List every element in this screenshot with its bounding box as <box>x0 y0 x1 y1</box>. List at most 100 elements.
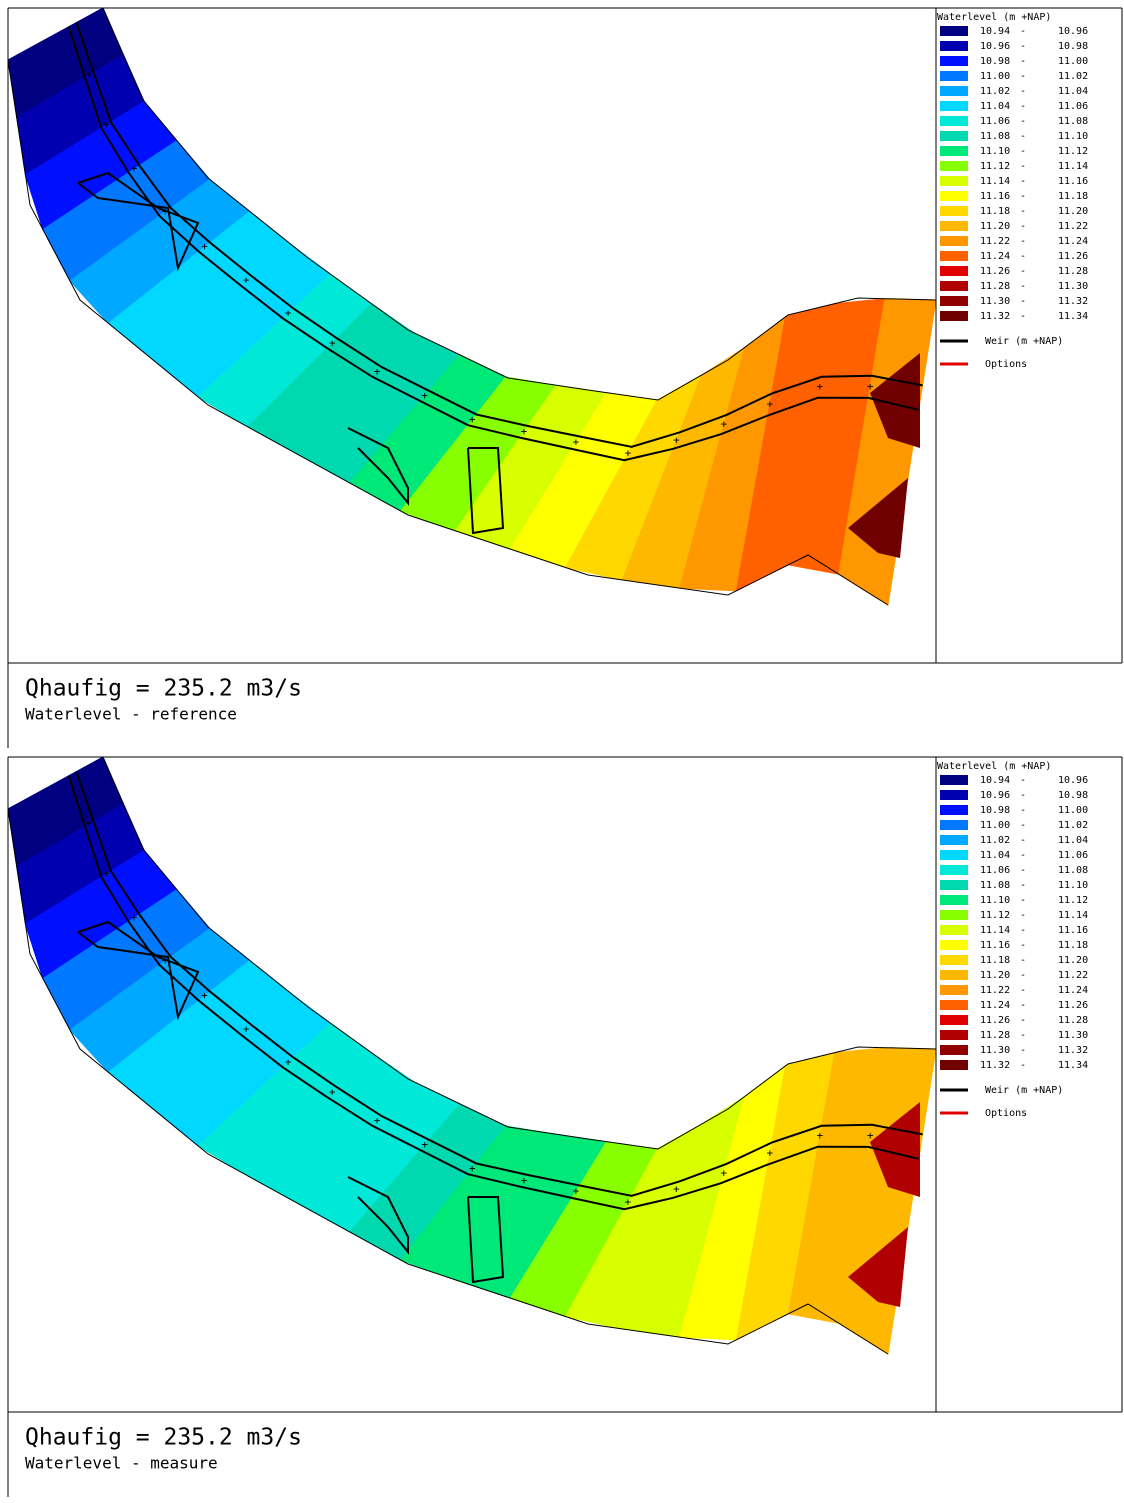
legend-from: 11.02 <box>980 86 1010 97</box>
legend-from: 11.14 <box>980 925 1010 936</box>
legend-dash: - <box>1020 850 1026 861</box>
marker: + <box>86 68 93 81</box>
legend-swatch <box>940 835 968 845</box>
marker: + <box>625 447 632 460</box>
legend-to: 11.16 <box>1058 925 1088 936</box>
legend-dash: - <box>1020 1060 1026 1071</box>
legend-swatch <box>940 206 968 216</box>
legend-dash: - <box>1020 251 1026 262</box>
legend-swatch <box>940 940 968 950</box>
legend-to: 11.20 <box>1058 955 1088 966</box>
marker: + <box>243 1023 250 1036</box>
caption: Qhaufig = 235.2 m3/s <box>25 1425 302 1451</box>
legend-to: 11.02 <box>1058 71 1088 82</box>
legend-dash: - <box>1020 790 1026 801</box>
legend-to: 11.22 <box>1058 221 1088 232</box>
legend-dash: - <box>1020 835 1026 846</box>
marker: + <box>469 1162 476 1175</box>
map: +++++++++++++++++++ <box>8 757 936 1354</box>
legend-swatch <box>940 71 968 81</box>
legend-swatch <box>940 101 968 111</box>
legend-title: Waterlevel (m +NAP) <box>937 761 1051 772</box>
legend-to: 11.32 <box>1058 296 1088 307</box>
legend-dash: - <box>1020 56 1026 67</box>
marker: + <box>374 365 381 378</box>
legend-from: 11.28 <box>980 1030 1010 1041</box>
legend-from: 11.04 <box>980 850 1010 861</box>
legend-swatch <box>940 820 968 830</box>
marker: + <box>521 1174 528 1187</box>
legend-to: 11.26 <box>1058 251 1088 262</box>
legend-to: 11.04 <box>1058 86 1088 97</box>
legend-to: 11.20 <box>1058 206 1088 217</box>
legend-dash: - <box>1020 895 1026 906</box>
legend-swatch <box>940 191 968 201</box>
legend-swatch <box>940 86 968 96</box>
legend-swatch <box>940 805 968 815</box>
legend-from: 11.08 <box>980 880 1010 891</box>
legend-from: 11.24 <box>980 1000 1010 1011</box>
legend-swatch <box>940 970 968 980</box>
legend-to: 11.08 <box>1058 116 1088 127</box>
marker: + <box>329 336 336 349</box>
marker: + <box>573 1185 580 1198</box>
legend-from: 11.28 <box>980 281 1010 292</box>
subtitle: Waterlevel - reference <box>25 705 237 724</box>
marker: + <box>201 989 208 1002</box>
legend-to: 11.24 <box>1058 236 1088 247</box>
legend-swatch <box>940 790 968 800</box>
legend-dash: - <box>1020 131 1026 142</box>
marker: + <box>766 1147 773 1160</box>
legend-dash: - <box>1020 940 1026 951</box>
legend-from: 10.96 <box>980 790 1010 801</box>
legend-from: 11.10 <box>980 146 1010 157</box>
legend-swatch <box>940 56 968 66</box>
legend-from: 11.12 <box>980 161 1010 172</box>
marker: + <box>721 418 728 431</box>
legend-dash: - <box>1020 206 1026 217</box>
legend-from: 10.98 <box>980 805 1010 816</box>
legend-to: 11.28 <box>1058 266 1088 277</box>
legend-dash: - <box>1020 865 1026 876</box>
legend-swatch <box>940 266 968 276</box>
legend-to: 11.14 <box>1058 161 1088 172</box>
marker: + <box>131 162 138 175</box>
legend-dash: - <box>1020 71 1026 82</box>
legend-weir: Weir (m +NAP) <box>985 336 1063 347</box>
panel: +++++++++++++++++++Waterlevel (m +NAP)10… <box>8 8 1122 748</box>
legend-from: 10.94 <box>980 775 1010 786</box>
legend-options: Options <box>985 1108 1027 1119</box>
marker: + <box>469 413 476 426</box>
legend-swatch <box>940 985 968 995</box>
legend-from: 11.24 <box>980 251 1010 262</box>
legend-swatch <box>940 311 968 321</box>
legend-from: 11.06 <box>980 116 1010 127</box>
legend-dash: - <box>1020 236 1026 247</box>
legend-from: 10.96 <box>980 41 1010 52</box>
legend-swatch <box>940 955 968 965</box>
marker: + <box>103 118 110 131</box>
legend-to: 11.06 <box>1058 850 1088 861</box>
legend-to: 11.30 <box>1058 1030 1088 1041</box>
legend-swatch <box>940 161 968 171</box>
legend-to: 11.34 <box>1058 311 1088 322</box>
legend-dash: - <box>1020 311 1026 322</box>
legend-swatch <box>940 236 968 246</box>
page: { "legend": { "title": "Waterlevel (m +N… <box>0 0 1124 1499</box>
legend-dash: - <box>1020 176 1026 187</box>
marker: + <box>816 1129 823 1142</box>
legend-to: 11.00 <box>1058 805 1088 816</box>
legend-swatch <box>940 895 968 905</box>
legend-to: 11.18 <box>1058 940 1088 951</box>
legend-title: Waterlevel (m +NAP) <box>937 12 1051 23</box>
legend-dash: - <box>1020 86 1026 97</box>
legend-options: Options <box>985 359 1027 370</box>
legend-dash: - <box>1020 41 1026 52</box>
legend-from: 11.32 <box>980 1060 1010 1071</box>
legend-dash: - <box>1020 101 1026 112</box>
figure: +++++++++++++++++++Waterlevel (m +NAP)10… <box>0 0 1124 1499</box>
legend-swatch <box>940 1030 968 1040</box>
legend-from: 11.18 <box>980 955 1010 966</box>
legend-to: 11.26 <box>1058 1000 1088 1011</box>
legend-swatch <box>940 146 968 156</box>
